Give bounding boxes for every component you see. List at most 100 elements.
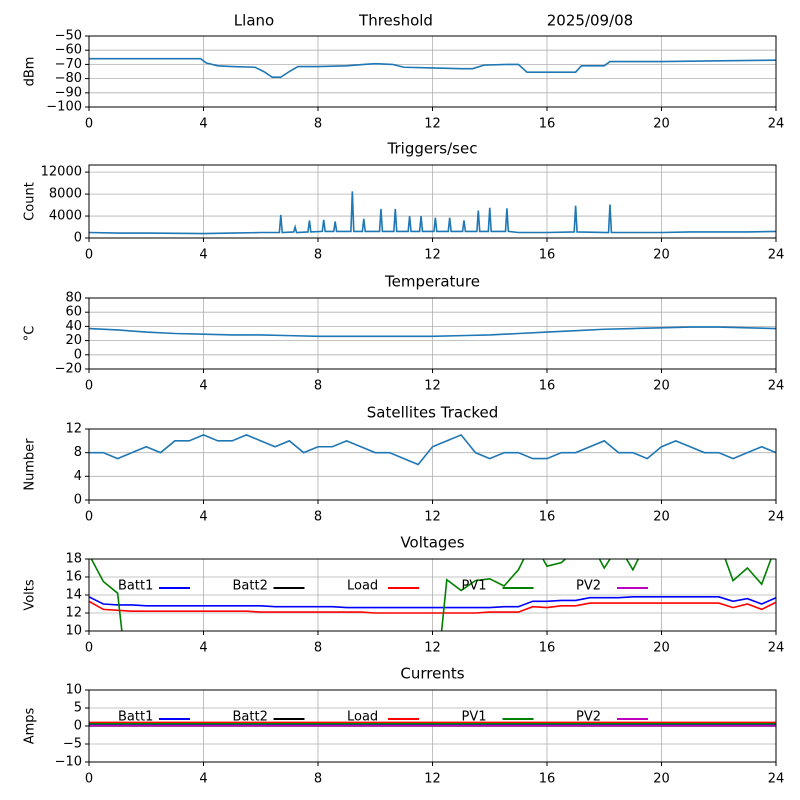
axes-frame bbox=[88, 297, 777, 370]
series-line bbox=[89, 596, 776, 609]
panel: Satellites Tracked Number 0 4 8 12 16 20 24 0 4 8 12 bbox=[23, 404, 785, 525]
y-tick-label: 8000 bbox=[49, 187, 82, 202]
y-tick-label: 80 bbox=[65, 291, 82, 306]
x-tick-label: 4 bbox=[199, 379, 207, 394]
x-tick-label: 12 bbox=[424, 379, 441, 394]
x-tick-label: 0 bbox=[85, 248, 93, 263]
x-tick-label: 0 bbox=[85, 772, 93, 787]
panel: dBm 0 4 8 12 16 20 24 −100−90−80−70−60−50 bbox=[23, 29, 785, 132]
y-axis-label: dBm bbox=[23, 57, 38, 87]
series-line bbox=[89, 57, 776, 78]
x-tick-label: 0 bbox=[85, 379, 93, 394]
x-tick-label: 4 bbox=[199, 772, 207, 787]
x-tick-label: 8 bbox=[314, 248, 322, 263]
y-axis-label: Number bbox=[23, 438, 38, 491]
series-line bbox=[89, 326, 776, 338]
y-tick-label: 60 bbox=[65, 305, 82, 320]
x-tick-label: 20 bbox=[653, 510, 670, 525]
x-tick-label: 24 bbox=[768, 510, 785, 525]
legend-label: Batt2 bbox=[233, 710, 268, 725]
x-tick-label: 24 bbox=[768, 641, 785, 656]
y-axis-label: Amps bbox=[23, 707, 38, 744]
date-title: 2025/09/08 bbox=[547, 12, 633, 30]
x-tick-label: 12 bbox=[424, 248, 441, 263]
y-tick-label: −5 bbox=[63, 737, 82, 752]
x-tick-label: 20 bbox=[653, 117, 670, 132]
legend-label: Load bbox=[347, 579, 378, 594]
y-tick-label: −100 bbox=[46, 100, 82, 115]
x-tick-label: 24 bbox=[768, 379, 785, 394]
series-line bbox=[89, 600, 776, 614]
y-tick-label: 4 bbox=[74, 469, 82, 484]
series-line bbox=[89, 433, 776, 466]
x-tick-label: 12 bbox=[424, 641, 441, 656]
panel: Currents Amps 0 4 8 12 16 20 24 −10 −5 0 5 10 Batt1 Bat… bbox=[23, 665, 785, 787]
x-tick-label: 16 bbox=[539, 641, 556, 656]
y-tick-label: 14 bbox=[65, 588, 82, 603]
axes-frame bbox=[88, 689, 777, 763]
x-tick-label: 8 bbox=[314, 379, 322, 394]
panel: Triggers/sec Count 0 4 8 12 16 20 24 0 4000 8000 120… bbox=[23, 140, 785, 263]
x-tick-label: 16 bbox=[539, 379, 556, 394]
x-tick-label: 8 bbox=[314, 641, 322, 656]
x-tick-label: 4 bbox=[199, 248, 207, 263]
legend-label: PV1 bbox=[462, 579, 487, 594]
legend-label: Batt1 bbox=[118, 710, 153, 725]
x-tick-label: 20 bbox=[653, 641, 670, 656]
y-tick-label: 12000 bbox=[41, 165, 82, 180]
legend-label: PV2 bbox=[576, 710, 601, 725]
y-tick-label: −50 bbox=[55, 29, 82, 44]
axes-frame bbox=[88, 428, 777, 501]
x-tick-label: 24 bbox=[768, 117, 785, 132]
y-tick-label: 0 bbox=[74, 347, 82, 362]
panel-title: Triggers/sec bbox=[387, 140, 478, 158]
x-tick-label: 16 bbox=[539, 248, 556, 263]
series-line bbox=[89, 191, 776, 235]
x-tick-label: 4 bbox=[199, 117, 207, 132]
x-tick-label: 16 bbox=[539, 510, 556, 525]
x-tick-label: 12 bbox=[424, 117, 441, 132]
x-tick-label: 4 bbox=[199, 641, 207, 656]
y-tick-label: −80 bbox=[55, 71, 82, 86]
axes-frame bbox=[88, 164, 777, 239]
panel-title: Temperature bbox=[384, 273, 480, 291]
panel: Voltages Volts 0 4 8 12 16 20 24 10 12 14 16 18 Batt1 B… bbox=[23, 534, 785, 656]
panel-title: Satellites Tracked bbox=[367, 404, 498, 422]
x-tick-label: 16 bbox=[539, 117, 556, 132]
y-tick-label: 12 bbox=[65, 606, 82, 621]
x-tick-label: 8 bbox=[314, 772, 322, 787]
y-tick-label: 8 bbox=[74, 445, 82, 460]
y-tick-label: 10 bbox=[65, 624, 82, 639]
legend-label: PV1 bbox=[462, 710, 487, 725]
x-tick-label: 20 bbox=[653, 379, 670, 394]
legend-label: PV2 bbox=[576, 579, 601, 594]
legend-label: Load bbox=[347, 710, 378, 725]
y-tick-label: 0 bbox=[74, 719, 82, 734]
y-tick-label: 5 bbox=[74, 701, 82, 716]
y-tick-label: 20 bbox=[65, 333, 82, 348]
axes-frame bbox=[88, 558, 777, 632]
x-tick-label: 12 bbox=[424, 510, 441, 525]
y-tick-label: 12 bbox=[65, 422, 82, 437]
y-tick-label: −10 bbox=[55, 755, 82, 770]
axes-frame bbox=[88, 35, 777, 108]
x-tick-label: 8 bbox=[314, 510, 322, 525]
y-tick-label: −70 bbox=[55, 57, 82, 72]
x-tick-label: 12 bbox=[424, 772, 441, 787]
x-tick-label: 0 bbox=[85, 641, 93, 656]
x-tick-label: 0 bbox=[85, 117, 93, 132]
x-tick-label: 0 bbox=[85, 510, 93, 525]
x-tick-label: 20 bbox=[653, 248, 670, 263]
x-tick-label: 8 bbox=[314, 117, 322, 132]
y-tick-label: 10 bbox=[65, 683, 82, 698]
y-tick-label: 40 bbox=[65, 319, 82, 334]
y-axis-label: Count bbox=[23, 182, 38, 221]
y-tick-label: −90 bbox=[55, 85, 82, 100]
x-tick-label: 16 bbox=[539, 772, 556, 787]
y-tick-label: −20 bbox=[55, 362, 82, 377]
y-tick-label: 0 bbox=[74, 231, 82, 246]
y-tick-label: 18 bbox=[65, 552, 82, 567]
mode-title: Threshold bbox=[358, 12, 433, 30]
